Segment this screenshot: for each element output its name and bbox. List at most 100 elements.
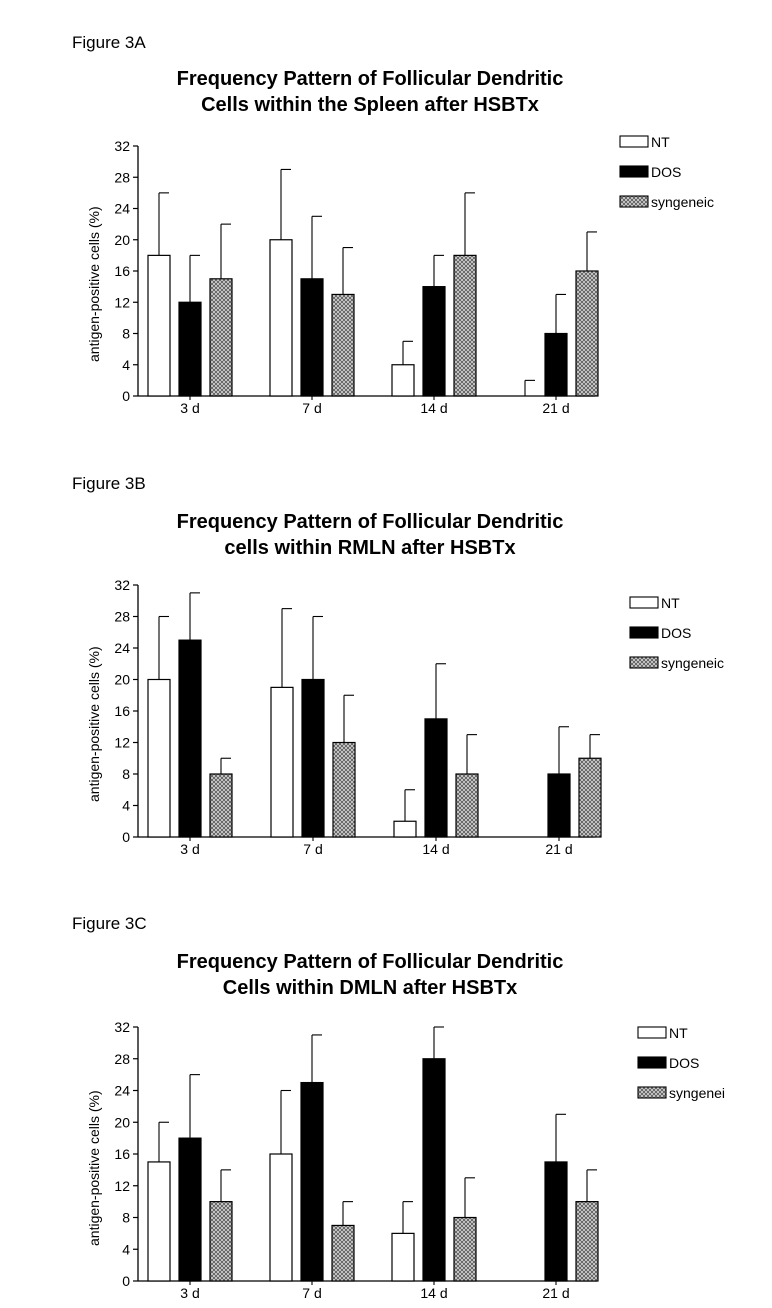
legend-label: syngeneic <box>651 194 714 210</box>
y-tick-label: 20 <box>114 232 130 248</box>
bar-syngeneic-0 <box>209 773 233 838</box>
x-tick-label: 21 d <box>542 1285 569 1301</box>
figure-3c-panel: Figure 3C Frequency Pattern of Follicula… <box>0 872 772 1308</box>
bar-dos-2 <box>422 286 446 397</box>
y-tick-label: 12 <box>114 1178 130 1194</box>
legend-swatch-dos <box>619 165 649 178</box>
bar-dos-1 <box>300 1081 324 1282</box>
legend-swatch-syngeneic <box>637 1086 667 1099</box>
chart-title-line-2: cells within RMLN after HSBTx <box>224 537 516 559</box>
y-tick-label: 24 <box>114 640 130 656</box>
y-tick-label: 32 <box>114 138 130 154</box>
y-tick-label: 12 <box>114 735 130 751</box>
y-tick-label: 4 <box>122 1241 130 1257</box>
y-tick-label: 4 <box>122 357 130 373</box>
x-tick-label: 3 d <box>180 1285 199 1301</box>
legend-swatch-syngeneic <box>619 195 649 208</box>
legend-label: NT <box>669 1025 688 1041</box>
bar-nt-2 <box>391 1232 415 1282</box>
bar-chart-b: 0 4 8 12 16 20 24 28 32 3 d 7 d 14 d 21 d NT DOS syngen… <box>114 577 724 857</box>
legend-label: DOS <box>669 1055 699 1071</box>
x-tick-label: 14 d <box>422 841 449 857</box>
y-tick-label: 16 <box>114 1146 130 1162</box>
bar-chart-a: 0 4 8 12 16 20 24 28 32 3 d 7 d 14 d 21 d NT DOS syngen… <box>114 134 714 416</box>
legend-swatch-dos <box>629 626 659 639</box>
legend-label: NT <box>651 134 670 150</box>
x-tick-label: 14 d <box>420 1285 447 1301</box>
bar-syngeneic-0 <box>209 1201 233 1282</box>
chart-title-line-1: Frequency Pattern of Follicular Dendriti… <box>176 951 564 973</box>
bar-syngeneic-1 <box>331 1224 355 1282</box>
figure-3b-panel: Figure 3B Frequency Pattern of Follicula… <box>0 440 772 876</box>
figure-label: Figure 3A <box>72 33 146 52</box>
y-tick-label: 4 <box>122 798 130 814</box>
chart-title-line-1: Frequency Pattern of Follicular Dendriti… <box>176 68 564 90</box>
y-tick-label: 0 <box>122 1273 130 1289</box>
x-tick-label: 7 d <box>303 841 322 857</box>
legend-label: DOS <box>651 164 681 180</box>
legend-label: NT <box>661 595 680 611</box>
bar-chart-c: 0 4 8 12 16 20 24 28 32 3 d 7 d 14 d 21 d NT DOS syngen… <box>114 1019 725 1301</box>
legend-label: syngeneic <box>661 655 724 671</box>
x-tick-label: 14 d <box>420 400 447 416</box>
bar-dos-3 <box>547 773 571 838</box>
figure-label: Figure 3C <box>72 914 147 933</box>
bar-dos-1 <box>301 678 325 838</box>
x-tick-label: 3 d <box>180 400 199 416</box>
legend-swatch-nt <box>619 135 649 148</box>
chart-title-line-2: Cells within DMLN after HSBTx <box>222 977 518 999</box>
y-tick-label: 20 <box>114 672 130 688</box>
bar-syngeneic-3 <box>575 1201 599 1282</box>
y-tick-label: 24 <box>114 1083 130 1099</box>
y-tick-label: 0 <box>122 388 130 404</box>
bar-dos-1 <box>300 278 324 397</box>
figure-label: Figure 3B <box>72 474 146 493</box>
y-tick-label: 32 <box>114 1019 130 1035</box>
legend-swatch-dos <box>637 1056 667 1069</box>
y-tick-label: 28 <box>114 1051 130 1067</box>
y-tick-label: 32 <box>114 577 130 593</box>
bar-dos-0 <box>178 1137 202 1282</box>
y-tick-label: 8 <box>122 326 130 342</box>
bar-dos-2 <box>422 1058 446 1282</box>
bar-nt-0 <box>147 678 171 838</box>
bar-nt-0 <box>147 1161 171 1282</box>
bar-dos-3 <box>544 332 568 397</box>
bar-dos-2 <box>424 718 448 838</box>
x-tick-label: 21 d <box>542 400 569 416</box>
bar-nt-2 <box>393 820 417 838</box>
legend-swatch-nt <box>629 596 659 609</box>
legend-label: syngenei <box>669 1085 725 1101</box>
bar-dos-0 <box>178 639 202 838</box>
y-tick-label: 24 <box>114 201 130 217</box>
chart-title-line-2: Cells within the Spleen after HSBTx <box>201 94 539 116</box>
bar-syngeneic-0 <box>209 278 233 397</box>
bar-syngeneic-2 <box>455 773 479 838</box>
bar-syngeneic-1 <box>332 741 356 838</box>
bar-nt-2 <box>391 364 415 397</box>
x-tick-label: 7 d <box>302 400 321 416</box>
bar-dos-3 <box>544 1161 568 1282</box>
x-tick-label: 21 d <box>545 841 572 857</box>
y-tick-label: 12 <box>114 294 130 310</box>
x-tick-label: 3 d <box>180 841 199 857</box>
bar-nt-1 <box>269 239 293 397</box>
bar-syngeneic-2 <box>453 254 477 397</box>
bar-syngeneic-3 <box>575 270 599 397</box>
y-tick-label: 16 <box>114 703 130 719</box>
y-tick-label: 0 <box>122 829 130 845</box>
bar-nt-1 <box>269 1153 293 1282</box>
chart-title-line-1: Frequency Pattern of Follicular Dendriti… <box>176 511 564 533</box>
bar-dos-0 <box>178 301 202 397</box>
y-tick-label: 28 <box>114 609 130 625</box>
legend-swatch-nt <box>637 1026 667 1039</box>
y-tick-label: 8 <box>122 766 130 782</box>
legend-swatch-syngeneic <box>629 656 659 669</box>
bar-nt-0 <box>147 254 171 397</box>
y-tick-label: 28 <box>114 169 130 185</box>
bar-syngeneic-1 <box>331 293 355 397</box>
legend-label: DOS <box>661 625 691 641</box>
y-tick-label: 16 <box>114 263 130 279</box>
bar-syngeneic-2 <box>453 1216 477 1282</box>
figure-3a-panel: Figure 3A Frequency Pattern of Follicula… <box>0 0 772 436</box>
